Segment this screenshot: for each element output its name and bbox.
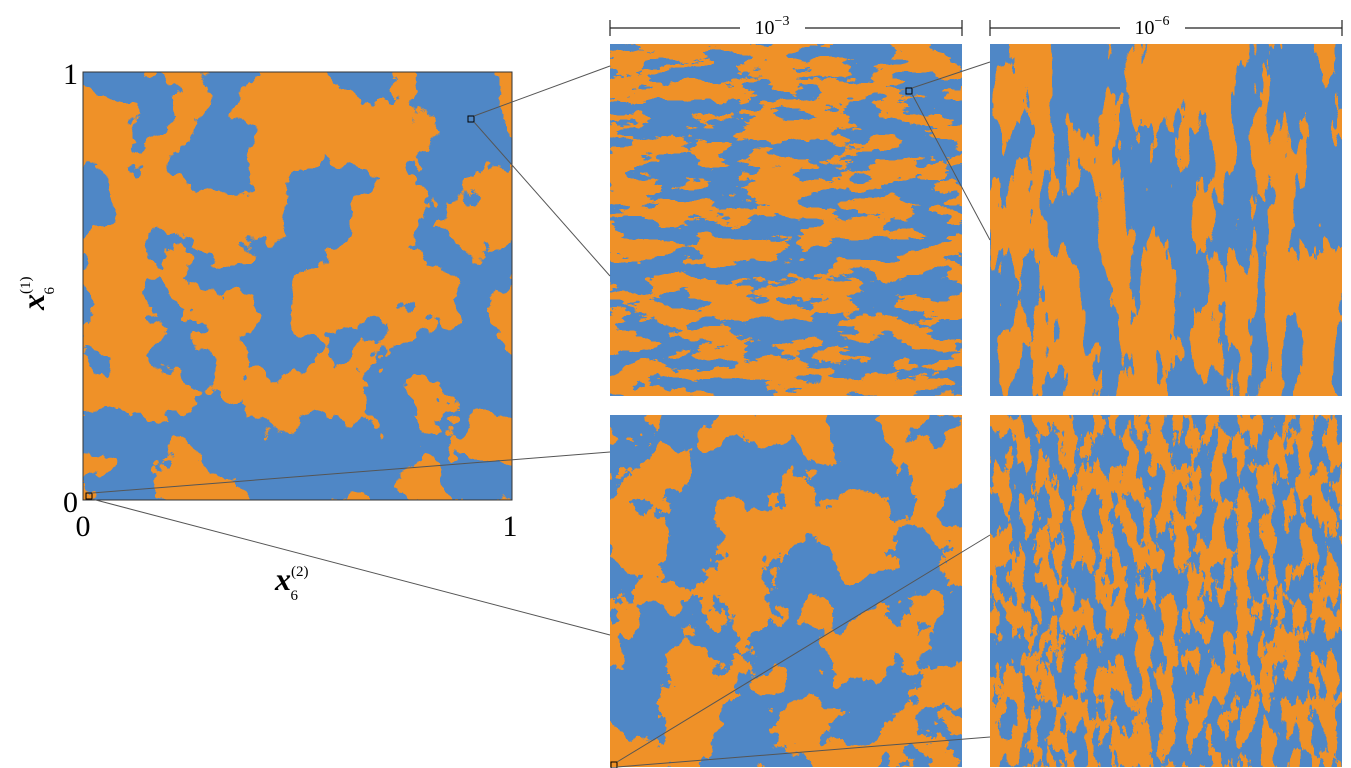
zoom-image <box>990 415 1342 767</box>
base: 10 <box>755 17 775 39</box>
subscript: 6 <box>291 588 299 604</box>
connector <box>91 451 611 494</box>
panel-frame <box>82 71 513 501</box>
superscript: (1) <box>18 277 34 295</box>
basin-image <box>83 72 512 500</box>
connector <box>473 121 611 277</box>
y-tick-label: 0 <box>63 486 78 519</box>
base: x <box>15 294 51 311</box>
connector <box>911 61 991 89</box>
zoom-box <box>610 761 618 768</box>
zoom-image <box>610 44 962 396</box>
y-tick-label: 1 <box>63 58 78 91</box>
subscript: 6 <box>42 287 58 295</box>
connector <box>616 534 991 763</box>
zoom-image <box>990 44 1342 396</box>
scale-label: 10−6 <box>1135 14 1170 39</box>
zoom-image <box>610 415 962 767</box>
zoom-box <box>85 492 93 500</box>
zoom-box <box>467 115 475 123</box>
exponent: −3 <box>775 14 790 29</box>
connector <box>473 65 611 117</box>
exponent: −6 <box>1155 14 1170 29</box>
x-tick-label: 0 <box>76 510 91 543</box>
connector <box>91 498 611 636</box>
x-axis-label: x(2) 6 <box>274 561 309 604</box>
connector <box>616 736 991 768</box>
y-axis-label: x(1) 6 <box>15 277 58 312</box>
base: x <box>274 561 291 597</box>
superscript: (2) <box>291 564 309 580</box>
x-tick-label: 1 <box>503 510 518 543</box>
zoom-box <box>905 87 913 95</box>
scale-label: 10−3 <box>755 14 790 39</box>
connector <box>911 93 991 241</box>
base: 10 <box>1135 17 1155 39</box>
